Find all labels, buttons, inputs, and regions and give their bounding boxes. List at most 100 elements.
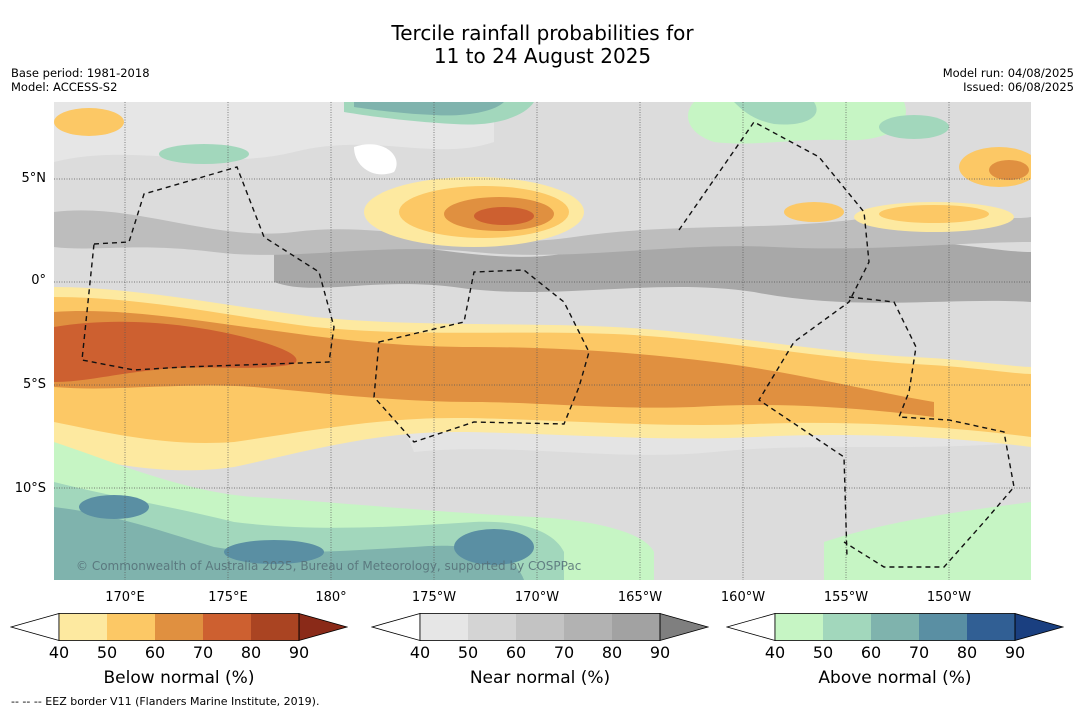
above-tick-60: 60 — [860, 643, 882, 662]
near-bin-40-50 — [420, 613, 468, 641]
above-normal-sw-peak-2 — [454, 529, 534, 565]
above-tick-50: 50 — [812, 643, 834, 662]
colorbar-above-svg — [725, 612, 1065, 642]
lon-label-165w: 165°W — [617, 590, 663, 605]
above-tick-70: 70 — [908, 643, 930, 662]
above-bin-50-60 — [823, 613, 871, 641]
near-frame — [419, 613, 661, 641]
near-tick-70: 70 — [553, 643, 575, 662]
meta-left: Base period: 1981-2018 Model: ACCESS-S2 — [11, 66, 150, 94]
above-bin-70-80 — [919, 613, 967, 641]
near-tick-40: 40 — [409, 643, 431, 662]
near-bin-50-60 — [468, 613, 516, 641]
near-tick-80: 80 — [601, 643, 623, 662]
below-frame — [58, 613, 300, 641]
below-tick-40: 40 — [48, 643, 70, 662]
above-extend-min — [725, 612, 776, 642]
lon-label-180: 180° — [315, 590, 347, 605]
base-period: Base period: 1981-2018 — [11, 66, 150, 80]
below-extend-min — [9, 612, 60, 642]
meta-right: Model run: 04/08/2025 Issued: 06/08/2025 — [943, 66, 1074, 94]
below-tick-60: 60 — [144, 643, 166, 662]
below-normal-patch-ne-core — [989, 160, 1029, 180]
copyright-notice: © Commonwealth of Australia 2025, Bureau… — [76, 559, 581, 573]
below-tick-70: 70 — [192, 643, 214, 662]
colorbar-above-normal: 40 50 60 70 80 90 Above normal (%) — [725, 612, 1065, 703]
below-bin-80-90 — [251, 613, 299, 641]
below-normal-south-peak — [54, 321, 297, 382]
near-extend-max — [659, 612, 710, 642]
above-normal-se — [824, 502, 1031, 580]
above-normal-sw-peak-1 — [79, 495, 149, 519]
near-bin-70-80 — [564, 613, 612, 641]
near-tick-50: 50 — [457, 643, 479, 662]
above-extend-max — [1014, 612, 1065, 642]
above-normal-north-small — [159, 144, 249, 164]
colorbar-near-normal: 40 50 60 70 80 90 Near normal (%) — [370, 612, 710, 703]
lon-label-160w: 160°W — [720, 590, 766, 605]
near-normal-mid-band — [54, 210, 1031, 255]
title-line-2: 11 to 24 August 2025 — [433, 44, 652, 68]
near-tick-60: 60 — [505, 643, 527, 662]
below-normal-south-core — [54, 311, 934, 417]
lon-label-155w: 155°W — [823, 590, 869, 605]
model-name: Model: ACCESS-S2 — [11, 80, 118, 94]
below-extend-max — [298, 612, 349, 642]
above-tick-40: 40 — [764, 643, 786, 662]
above-normal-ne-core — [734, 102, 817, 125]
lat-label-5s: 5°S — [22, 377, 46, 392]
above-normal-sw-core — [54, 507, 524, 580]
eez-cook — [843, 296, 1015, 568]
lat-label-10s: 10°S — [14, 481, 46, 496]
below-normal-patch-nw — [54, 108, 124, 136]
probability-map[interactable]: © Commonwealth of Australia 2025, Bureau… — [54, 102, 1031, 580]
above-bin-60-70 — [871, 613, 919, 641]
below-tick-90: 90 — [288, 643, 310, 662]
near-bin-80-90 — [612, 613, 660, 641]
above-frame — [774, 613, 1016, 641]
model-run: Model run: 04/08/2025 — [942, 66, 1074, 80]
below-bin-60-70 — [155, 613, 203, 641]
above-ticks: 40 50 60 70 80 90 — [726, 643, 1064, 663]
eez-kiribati-gilbert — [81, 166, 335, 371]
above-tick-80: 80 — [956, 643, 978, 662]
lon-label-170e: 170°E — [105, 590, 145, 605]
above-bin-40-50 — [775, 613, 823, 641]
above-normal-sw-peak-3 — [224, 540, 324, 564]
below-label: Below normal (%) — [103, 668, 255, 688]
lon-label-175w: 175°W — [411, 590, 457, 605]
colorbar-below-svg — [9, 612, 349, 642]
eez-kiribati-phoenix — [373, 269, 590, 443]
above-tick-90: 90 — [1004, 643, 1026, 662]
below-bin-70-80 — [203, 613, 251, 641]
above-normal-nw-core — [354, 102, 504, 116]
near-normal-dark-band — [274, 240, 1031, 303]
below-tick-50: 50 — [96, 643, 118, 662]
above-label: Above normal (%) — [818, 668, 972, 688]
colorbar-near-svg — [370, 612, 710, 642]
near-ticks: 40 50 60 70 80 90 — [371, 643, 709, 663]
below-bin-50-60 — [107, 613, 155, 641]
lat-label-0: 0° — [31, 273, 46, 288]
lat-label-5n: 5°N — [21, 171, 47, 186]
below-ticks: 40 50 60 70 80 90 — [10, 643, 348, 663]
lon-label-150w: 150°W — [926, 590, 972, 605]
issued-date: Issued: 06/08/2025 — [963, 80, 1074, 94]
colorbar-below-normal: 40 50 60 70 80 90 Below normal (%) — [9, 612, 349, 703]
near-label: Near normal (%) — [469, 668, 611, 688]
below-bin-40-50 — [59, 613, 107, 641]
below-normal-patch-e-core — [879, 205, 989, 223]
above-bin-80-90 — [967, 613, 1015, 641]
near-tick-90: 90 — [649, 643, 671, 662]
near-bin-60-70 — [516, 613, 564, 641]
graticule — [54, 102, 1031, 580]
map-title: Tercile rainfall probabilities for 11 to… — [0, 22, 1085, 68]
lon-label-175e: 175°E — [208, 590, 248, 605]
below-normal-north-peak — [474, 207, 534, 225]
title-line-1: Tercile rainfall probabilities for — [391, 21, 694, 45]
near-extend-min — [370, 612, 421, 642]
lon-label-170w: 170°W — [514, 590, 560, 605]
eez-borders — [81, 121, 1015, 568]
below-normal-patch-mid-e — [784, 202, 844, 222]
above-normal-east-small — [879, 115, 949, 139]
